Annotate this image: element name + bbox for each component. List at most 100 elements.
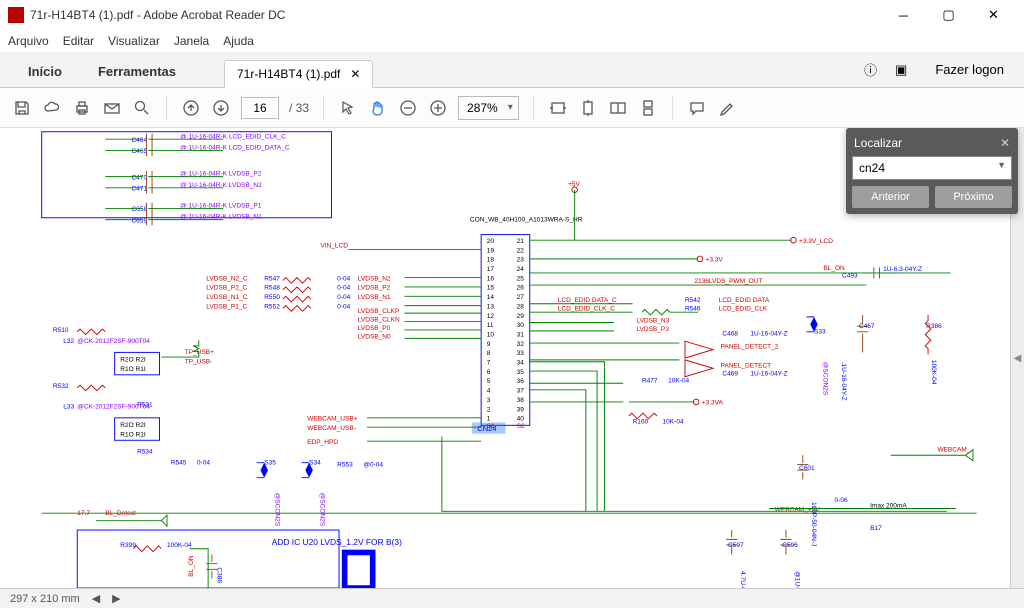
svg-text:9: 9 [487,341,491,348]
svg-text:@SCON2S: @SCON2S [821,362,828,396]
svg-text:0-04: 0-04 [337,285,350,292]
svg-text:ADD IC U20 LVDS_1.2: ADD IC U20 LVDS_1.2V FOR B(3) [272,537,402,547]
status-prev-icon[interactable]: ◀ [92,592,100,605]
scroll-mode-icon[interactable] [638,98,658,118]
svg-text:R160: R160 [633,418,649,425]
svg-text:C470: C470 [131,174,147,181]
notification-icon[interactable]: ▣ [895,62,907,78]
svg-text:18: 18 [487,257,495,264]
svg-text:10: 10 [487,331,495,338]
svg-text:Imax 200mA: Imax 200mA [870,503,907,510]
minimize-button[interactable]: ─ [881,0,926,30]
page-input[interactable] [241,97,279,119]
menu-editar[interactable]: Editar [63,34,94,48]
svg-text:R1O R1I: R1O R1I [120,432,146,439]
read-mode-icon[interactable] [608,98,628,118]
find-input[interactable] [852,156,1012,180]
select-tool-icon[interactable] [338,98,358,118]
svg-text:R477: R477 [642,377,658,384]
svg-text:36: 36 [517,378,525,385]
svg-text:25: 25 [517,275,525,282]
svg-text:39: 39 [517,406,525,413]
print-icon[interactable] [72,98,92,118]
svg-text:LVDSB_P3: LVDSB_P3 [636,326,669,333]
svg-text:WEBCAM_USB+: WEBCAM_USB+ [307,416,357,423]
svg-text:C468: C468 [722,331,738,338]
svg-text:12: 12 [487,313,495,320]
mail-icon[interactable] [102,98,122,118]
svg-text:35: 35 [517,369,525,376]
svg-text:6: 6 [487,369,491,376]
fit-width-icon[interactable] [548,98,568,118]
save-icon[interactable] [12,98,32,118]
svg-text:13: 13 [487,303,495,310]
hand-tool-icon[interactable] [368,98,388,118]
tab-home[interactable]: Início [10,56,80,87]
svg-text:31: 31 [517,331,525,338]
svg-text:C471: C471 [131,186,147,193]
svg-text:C659: C659 [131,217,147,224]
svg-text:@1U-6.3: @1U-6.3 [793,571,800,588]
svg-text:8: 8 [487,350,491,357]
signin-button[interactable]: Fazer logon [925,58,1014,81]
zoom-in-icon[interactable] [428,98,448,118]
svg-text:0-06: 0-06 [835,497,848,504]
find-next-button[interactable]: Próximo [935,186,1012,208]
close-button[interactable]: ✕ [971,0,1016,30]
page-down-icon[interactable] [211,98,231,118]
svg-text:@ 1U-16-04R-K LCD_EDID_DATA_C: @ 1U-16-04R-K LCD_EDID_DATA_C [180,145,290,152]
svg-text:LCD_EDID_CLK_C: LCD_EDID_CLK_C [558,305,615,312]
svg-text:17: 17 [487,266,495,273]
svg-text:32: 32 [517,341,525,348]
search-icon[interactable] [132,98,152,118]
find-prev-button[interactable]: Anterior [852,186,929,208]
svg-text:@ 1U-16-04R-K LVDSB_P2: @ 1U-16-04R-K LVDSB_P2 [180,171,262,178]
svg-text:@SCON2S: @SCON2S [318,493,325,527]
menu-arquivo[interactable]: Arquivo [8,34,49,48]
svg-text:LVDSB_N1: LVDSB_N1 [358,294,391,301]
svg-text:11: 11 [487,322,494,329]
zoom-select[interactable]: 287% [458,96,519,120]
cloud-icon[interactable] [42,98,62,118]
tab-tools[interactable]: Ferramentas [80,56,194,87]
maximize-button[interactable]: ▢ [926,0,971,30]
find-close-icon[interactable]: ✕ [1000,136,1010,150]
tab-document[interactable]: 71r-H14BT4 (1).pdf ✕ [224,60,373,88]
fit-page-icon[interactable] [578,98,598,118]
help-icon[interactable]: ⓘ [864,60,877,79]
svg-text:33: 33 [517,350,525,357]
svg-text:+3.3VA: +3.3VA [702,400,724,407]
svg-text:1: 1 [487,416,491,423]
svg-text:24: 24 [517,266,525,273]
status-dimensions: 297 x 210 mm [10,593,80,605]
find-dropdown-icon[interactable]: ▼ [997,160,1006,170]
svg-text:LCD_EDID DATA_C: LCD_EDID DATA_C [558,297,617,304]
svg-text:S34: S34 [309,460,321,467]
svg-text:27: 27 [517,294,525,301]
svg-text:R552: R552 [264,303,280,310]
svg-text:21: 21 [517,238,525,245]
svg-text:LVDSB_N2: LVDSB_N2 [358,275,391,282]
svg-text:R550: R550 [264,294,280,301]
svg-text:1U-16-04Y-Z: 1U-16-04Y-Z [750,371,787,378]
svg-text:TP_USB-: TP_USB- [185,359,213,366]
svg-text:WEBCAM_USB-: WEBCAM_USB- [307,425,356,432]
svg-text:+3.3V: +3.3V [706,257,724,264]
page-up-icon[interactable] [181,98,201,118]
svg-text:100K-04: 100K-04 [930,360,937,385]
menu-ajuda[interactable]: Ajuda [223,34,254,48]
svg-text:19: 19 [487,247,495,254]
status-next-icon[interactable]: ▶ [112,592,120,605]
svg-text:LVDSB_P2: LVDSB_P2 [358,285,391,292]
tab-close-icon[interactable]: ✕ [350,67,360,81]
svg-text:S33: S33 [814,329,826,336]
comment-icon[interactable] [687,98,707,118]
menu-janela[interactable]: Janela [174,34,209,48]
window-title: 71r-H14BT4 (1).pdf - Adobe Acrobat Reade… [30,8,881,22]
svg-text:BL_ON: BL_ON [823,265,845,272]
highlight-icon[interactable] [717,98,737,118]
svg-text:@ 1U-16-04R-K LVDSB_P1: @ 1U-16-04R-K LVDSB_P1 [180,202,262,209]
svg-text:LVDSB_CLKP: LVDSB_CLKP [358,308,400,315]
menu-visualizar[interactable]: Visualizar [108,34,160,48]
zoom-out-icon[interactable] [398,98,418,118]
